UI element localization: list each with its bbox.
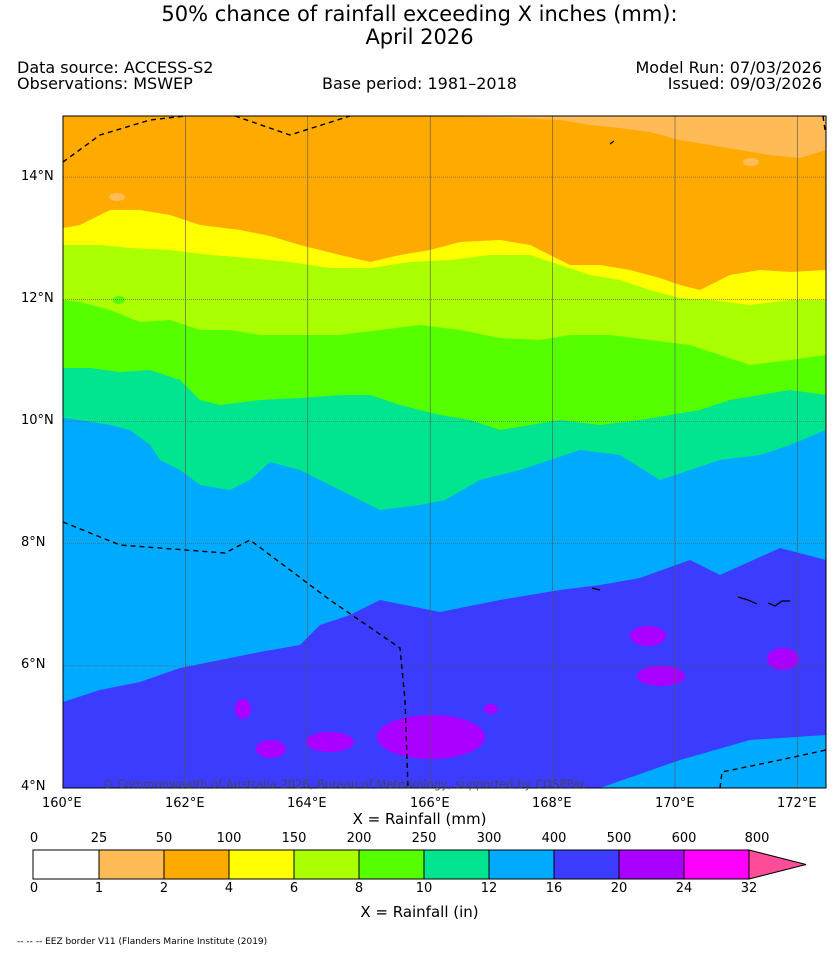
lon-label: 166°E xyxy=(410,796,450,811)
map-frame xyxy=(62,115,827,789)
mm-tick: 0 xyxy=(29,831,39,846)
patch-500-600mm xyxy=(235,699,251,719)
lat-label: 14°N xyxy=(21,169,54,184)
model-run: Model Run: 07/03/2026 xyxy=(635,58,823,77)
colorbar-frame xyxy=(32,849,750,880)
rainfall-fill xyxy=(63,116,826,788)
copyright-notice: © Commonwealth of Australia 2026, Bureau… xyxy=(102,777,587,791)
colorbar-box-500-600mm xyxy=(619,850,684,879)
colorbar-box-150-200mm xyxy=(294,850,359,879)
in-tick: 8 xyxy=(354,881,364,896)
lat-label: 10°N xyxy=(21,413,54,428)
colorbar-box-400-500mm xyxy=(554,850,619,879)
footnote: -- -- -- EEZ border V11 (Flanders Marine… xyxy=(17,937,268,947)
mm-tick: 25 xyxy=(90,831,108,846)
in-tick: 4 xyxy=(224,881,234,896)
colorbar xyxy=(32,849,807,880)
lon-label: 172°E xyxy=(777,796,817,811)
mm-tick: 50 xyxy=(155,831,173,846)
map-subtitle: April 2026 xyxy=(365,25,474,49)
lon-label: 162°E xyxy=(165,796,205,811)
colorbar-box-0-25mm xyxy=(33,850,99,879)
mm-tick: 100 xyxy=(216,831,242,846)
lat-label: 12°N xyxy=(21,291,54,306)
mm-tick: 300 xyxy=(476,831,502,846)
patch-500-600mm xyxy=(767,648,799,670)
lat-label: 6°N xyxy=(21,657,46,672)
patch-500-600mm xyxy=(484,704,498,714)
patch-500-600mm xyxy=(377,715,485,759)
patch-500-600mm xyxy=(306,732,354,752)
in-tick: 2 xyxy=(159,881,169,896)
patch-25-50mm xyxy=(109,193,125,201)
data-source: Data source: ACCESS-S2 xyxy=(17,58,214,77)
band-50-100mm xyxy=(63,116,826,290)
eez-border xyxy=(62,115,827,789)
lat-label: 4°N xyxy=(21,779,46,794)
patch-500-600mm xyxy=(256,740,286,758)
in-tick: 32 xyxy=(740,881,758,896)
lat-label: 8°N xyxy=(21,535,46,550)
colorbar-box-25-50mm xyxy=(99,850,164,879)
patch-500-600mm xyxy=(630,626,666,646)
colorbar-mm-title: X = Rainfall (mm) xyxy=(352,810,487,828)
colorbar-box-200-250mm xyxy=(359,850,424,879)
in-tick: 10 xyxy=(415,881,433,896)
colorbar-arrow xyxy=(748,849,807,880)
issued-date: Issued: 09/03/2026 xyxy=(667,74,822,93)
map-title: 50% chance of rainfall exceeding X inche… xyxy=(161,2,678,26)
mm-tick: 150 xyxy=(281,831,307,846)
colorbar-box-300-400mm xyxy=(489,850,554,879)
lon-label: 170°E xyxy=(655,796,695,811)
in-tick: 12 xyxy=(480,881,498,896)
in-tick: 20 xyxy=(610,881,628,896)
mm-tick: 250 xyxy=(411,831,437,846)
lon-label: 164°E xyxy=(287,796,327,811)
colorbar-box-100-150mm xyxy=(229,850,294,879)
patch-25-50mm xyxy=(743,158,759,166)
islands xyxy=(591,140,790,607)
in-tick: 16 xyxy=(545,881,563,896)
in-tick: 24 xyxy=(675,881,693,896)
in-tick: 6 xyxy=(289,881,299,896)
colorbar-box-250-300mm xyxy=(424,850,489,879)
lon-label: 160°E xyxy=(42,796,82,811)
band-25-50mm xyxy=(63,116,826,158)
patch-200-250mm xyxy=(113,296,125,304)
lon-label: 168°E xyxy=(532,796,572,811)
mm-tick: 200 xyxy=(346,831,372,846)
colorbar-in-title: X = Rainfall (in) xyxy=(360,903,479,921)
mm-tick: 400 xyxy=(541,831,567,846)
patch-500-600mm xyxy=(637,666,685,686)
mm-tick: 500 xyxy=(606,831,632,846)
in-tick: 0 xyxy=(29,881,39,896)
gridlines xyxy=(63,116,826,788)
colorbar-box-600-800mm xyxy=(684,850,749,879)
mm-tick: 800 xyxy=(744,831,770,846)
base-period: Base period: 1981–2018 xyxy=(322,74,517,93)
mm-tick: 600 xyxy=(671,831,697,846)
band-300-400mm-south xyxy=(600,735,826,788)
in-tick: 1 xyxy=(94,881,104,896)
colorbar-box-50-100mm xyxy=(164,850,229,879)
patch-300-400mm xyxy=(422,567,434,577)
observations: Observations: MSWEP xyxy=(17,74,193,93)
